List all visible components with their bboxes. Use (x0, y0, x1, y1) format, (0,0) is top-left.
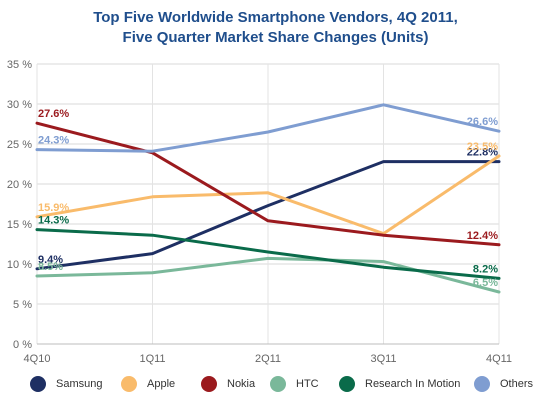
legend-label: HTC (296, 378, 319, 390)
legend-swatch (474, 376, 490, 392)
y-tick-label: 0 % (13, 339, 32, 351)
data-label-start-research-in-motion: 14.3% (38, 215, 69, 227)
x-tick-label: 2Q11 (255, 353, 281, 365)
x-tick-label: 4Q11 (486, 353, 512, 365)
legend-swatch (30, 376, 46, 392)
line-chart: 0 % 5 % 10 % 15 % 20 % 25 % 30 % 35 % 4Q10 1Q11 2Q… (7, 59, 512, 365)
x-tick-label: 3Q11 (370, 353, 396, 365)
y-tick-label: 5 % (13, 299, 32, 311)
data-label-start-others: 24.3% (38, 135, 69, 147)
data-label-end-research-in-motion: 8.2% (473, 263, 498, 275)
legend-label: Others (500, 378, 534, 390)
series-line-nokia (35, 121, 501, 247)
series-line-research-in-motion (35, 228, 501, 280)
series-line-samsung (35, 160, 501, 271)
series-line-apple (35, 154, 501, 236)
legend-item-apple: Apple (121, 376, 175, 392)
y-tick-label: 20 % (7, 179, 32, 191)
legend-label: Samsung (56, 378, 103, 390)
legend-label: Apple (147, 378, 176, 390)
data-label-end-htc: 6.5% (473, 277, 498, 289)
data-label-end-apple: 23.5% (467, 141, 498, 153)
legend-swatch (121, 376, 137, 392)
series-line-others (35, 103, 501, 153)
data-label-start-htc: 8.5% (38, 261, 63, 273)
y-tick-label: 30 % (7, 99, 32, 111)
legend-swatch (339, 376, 355, 392)
chart-title-block: Top Five Worldwide Smartphone Vendors, 4… (0, 8, 551, 48)
y-tick-label: 15 % (7, 219, 32, 231)
data-label-start-nokia: 27.6% (38, 108, 69, 120)
legend-item-others: Others (474, 376, 533, 392)
data-label-start-apple: 15.9% (38, 202, 69, 214)
data-label-end-samsung: 22.8% (467, 147, 498, 159)
legend-label: Research In Motion (365, 378, 461, 390)
data-label-end-nokia: 12.4% (467, 230, 498, 242)
x-tick-label: 1Q11 (139, 353, 165, 365)
legend-swatch (270, 376, 286, 392)
chart-subtitle: Five Quarter Market Share Changes (Units… (122, 29, 429, 46)
chart-title: Top Five Worldwide Smartphone Vendors, 4… (93, 9, 458, 26)
y-tick-label: 35 % (7, 59, 32, 71)
legend-swatch (201, 376, 217, 392)
x-tick-label: 4Q10 (24, 353, 51, 365)
y-tick-label: 25 % (7, 139, 32, 151)
y-tick-label: 10 % (7, 259, 32, 271)
legend-item-htc: HTC (270, 376, 319, 392)
legend-label: Nokia (227, 378, 256, 390)
data-label-start-samsung: 9.4% (38, 254, 63, 266)
legend-item-samsung: Samsung (30, 376, 102, 392)
legend-item-nokia: Nokia (201, 376, 255, 392)
data-label-end-others: 26.6% (467, 116, 498, 128)
legend-item-research-in-motion: Research In Motion (339, 376, 460, 392)
chart-legend: Samsung Apple Nokia HTC Research In Motion Ot… (0, 376, 551, 398)
